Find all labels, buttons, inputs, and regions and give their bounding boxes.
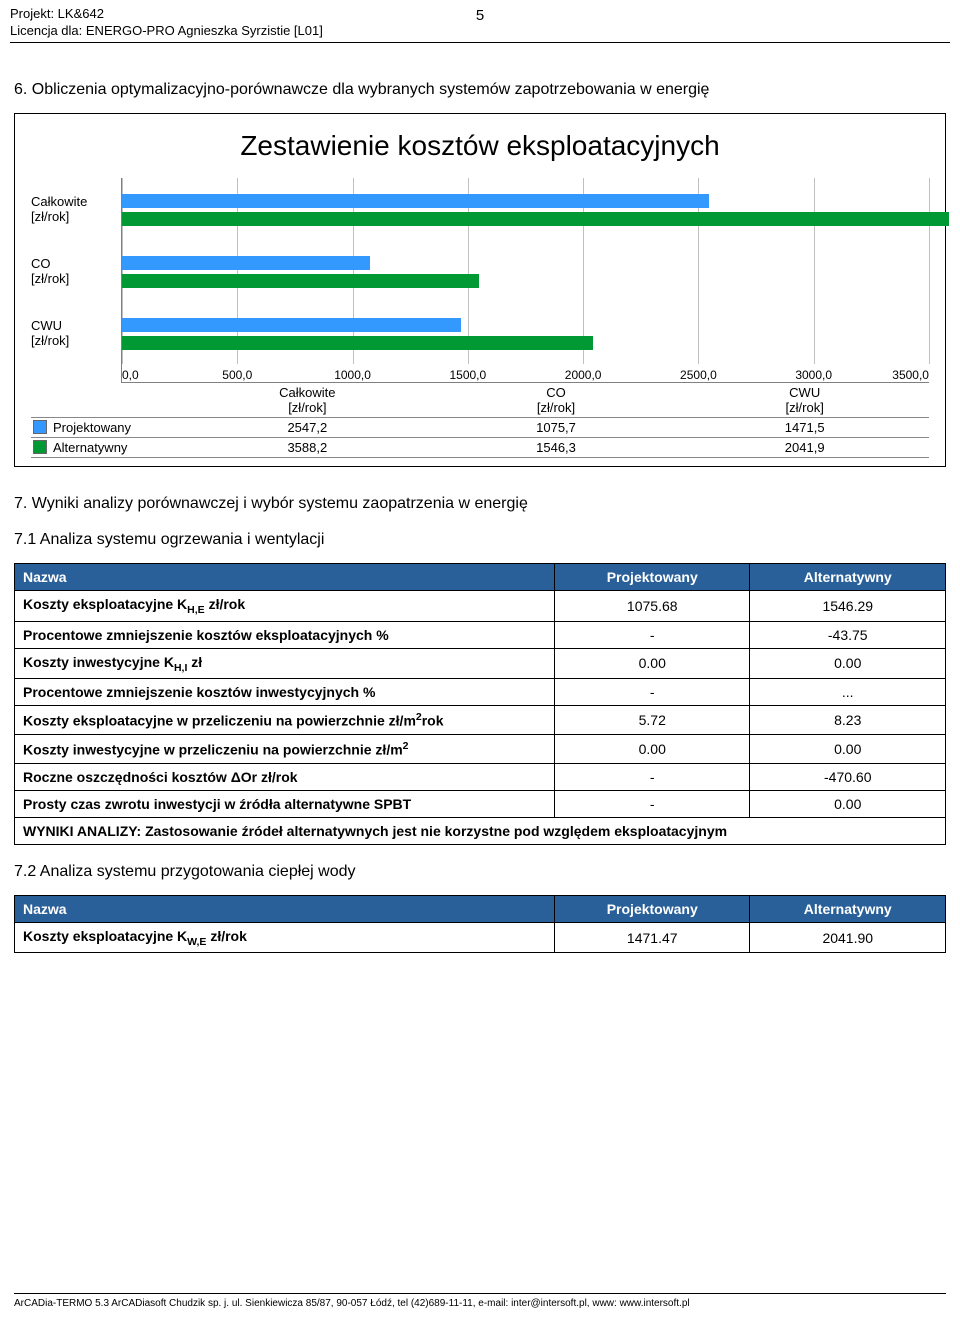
chart-bar	[122, 336, 593, 350]
x-tick-label: 0,0	[122, 368, 180, 382]
row-label: Koszty inwestycyjne KH,I zł	[15, 648, 555, 679]
table-72: Nazwa Projektowany Alternatywny Koszty e…	[14, 895, 946, 954]
table-row: Koszty inwestycyjne KH,I zł0.000.00	[15, 648, 946, 679]
th-name-72: Nazwa	[15, 895, 555, 922]
row-alt: -470.60	[750, 763, 946, 790]
table-row: Procentowe zmniejszenie kosztów inwestyc…	[15, 679, 946, 706]
row-alt: 2041.90	[750, 922, 946, 953]
table-row: Koszty eksploatacyjne KW,E zł/rok1471.47…	[15, 922, 946, 953]
chart-bar	[122, 274, 479, 288]
legend-value: 1075,7	[432, 420, 681, 435]
legend-label: Projektowany	[53, 420, 183, 435]
table-71: Nazwa Projektowany Alternatywny Koszty e…	[14, 563, 946, 845]
legend-value: 1471,5	[680, 420, 929, 435]
row-proj: 1471.47	[554, 922, 750, 953]
row-alt: ...	[750, 679, 946, 706]
section-71-title: 7.1 Analiza systemu ogrzewania i wentyla…	[14, 531, 946, 549]
row-alt: 8.23	[750, 706, 946, 735]
row-proj: -	[554, 790, 750, 817]
gridline	[814, 178, 815, 364]
section-7-title: 7. Wyniki analizy porównawczej i wybór s…	[14, 495, 946, 513]
row-proj: 0.00	[554, 648, 750, 679]
table-row: Prosty czas zwrotu inwestycji w źródła a…	[15, 790, 946, 817]
legend-value: 3588,2	[183, 440, 432, 455]
row-alt: 0.00	[750, 648, 946, 679]
table-row: Koszty eksploatacyjne KH,E zł/rok1075.68…	[15, 590, 946, 621]
table-row: Koszty inwestycyjne w przeliczeniu na po…	[15, 735, 946, 764]
row-label: Roczne oszczędności kosztów ΔOr zł/rok	[15, 763, 555, 790]
x-tick-label: 1500,0	[410, 368, 525, 382]
row-alt: 1546.29	[750, 590, 946, 621]
row-proj: 1075.68	[554, 590, 750, 621]
row-proj: 5.72	[554, 706, 750, 735]
row-proj: -	[554, 621, 750, 648]
chart-title: Zestawienie kosztów eksploatacyjnych	[31, 130, 929, 162]
row-label: Koszty inwestycyjne w przeliczeniu na po…	[15, 735, 555, 764]
row-proj: 0.00	[554, 735, 750, 764]
y-category-label: CO[zł/rok]	[31, 240, 121, 302]
th-proj: Projektowany	[554, 563, 750, 590]
page-header: Projekt: LK&642 Licencja dla: ENERGO-PRO…	[0, 0, 960, 43]
page-number: 5	[476, 6, 484, 26]
th-alt-72: Alternatywny	[750, 895, 946, 922]
row-proj: -	[554, 679, 750, 706]
chart-bar	[122, 318, 461, 332]
row-proj: -	[554, 763, 750, 790]
x-tick-label: 3000,0	[756, 368, 871, 382]
legend-swatch	[33, 420, 47, 434]
legend-value: 2547,2	[183, 420, 432, 435]
chart-bar	[122, 256, 370, 270]
section-6-title: 6. Obliczenia optymalizacyjno-porównawcz…	[14, 81, 946, 99]
chart-bar	[122, 194, 709, 208]
chart-data-header: Całkowite[zł/rok] CO[zł/rok] CWU[zł/rok]	[31, 383, 929, 417]
x-tick-label: 500,0	[180, 368, 295, 382]
row-label: Procentowe zmniejszenie kosztów eksploat…	[15, 621, 555, 648]
row-alt: 0.00	[750, 735, 946, 764]
row-label: Prosty czas zwrotu inwestycji w źródła a…	[15, 790, 555, 817]
result-text: WYNIKI ANALIZY: Zastosowanie źródeł alte…	[15, 817, 946, 844]
legend-value: 1546,3	[432, 440, 681, 455]
legend-label: Alternatywny	[53, 440, 183, 455]
table-row: Procentowe zmniejszenie kosztów eksploat…	[15, 621, 946, 648]
section-72-title: 7.2 Analiza systemu przygotowania ciepłe…	[14, 863, 946, 881]
legend-row: Alternatywny3588,21546,32041,9	[31, 437, 929, 458]
row-label: Procentowe zmniejszenie kosztów inwestyc…	[15, 679, 555, 706]
th-alt: Alternatywny	[750, 563, 946, 590]
y-category-label: CWU[zł/rok]	[31, 302, 121, 364]
table-row: Roczne oszczędności kosztów ΔOr zł/rok--…	[15, 763, 946, 790]
x-tick-label: 1000,0	[295, 368, 410, 382]
th-name: Nazwa	[15, 563, 555, 590]
legend-row: Projektowany2547,21075,71471,5	[31, 417, 929, 437]
chart-plot-area: Całkowite[zł/rok]CO[zł/rok]CWU[zł/rok] 0…	[31, 178, 929, 383]
row-label: Koszty eksploatacyjne w przeliczeniu na …	[15, 706, 555, 735]
page-footer: ArCADia-TERMO 5.3 ArCADiasoft Chudzik sp…	[14, 1293, 946, 1309]
result-row: WYNIKI ANALIZY: Zastosowanie źródeł alte…	[15, 817, 946, 844]
legend-value: 2041,9	[680, 440, 929, 455]
row-label: Koszty eksploatacyjne KH,E zł/rok	[15, 590, 555, 621]
legend-swatch	[33, 440, 47, 454]
x-tick-label: 2000,0	[525, 368, 640, 382]
y-category-label: Całkowite[zł/rok]	[31, 178, 121, 240]
th-proj-72: Projektowany	[554, 895, 750, 922]
chart-bar	[122, 212, 949, 226]
x-tick-label: 3500,0	[871, 368, 929, 382]
row-alt: 0.00	[750, 790, 946, 817]
x-tick-label: 2500,0	[641, 368, 756, 382]
table-row: Koszty eksploatacyjne w przeliczeniu na …	[15, 706, 946, 735]
chart-container: Zestawienie kosztów eksploatacyjnych Cał…	[14, 113, 946, 467]
row-label: Koszty eksploatacyjne KW,E zł/rok	[15, 922, 555, 953]
gridline	[929, 178, 930, 364]
row-alt: -43.75	[750, 621, 946, 648]
